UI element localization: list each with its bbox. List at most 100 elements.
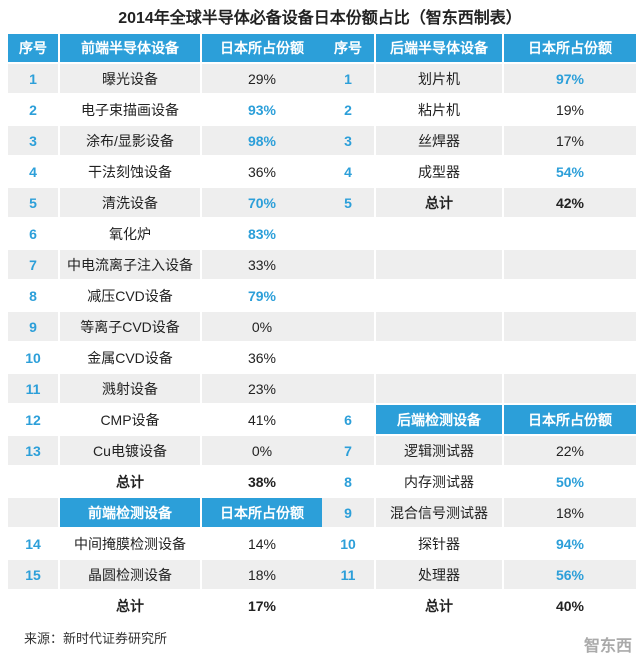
item	[376, 343, 502, 372]
share: 93%	[202, 95, 322, 124]
share: 14%	[202, 529, 322, 558]
row-number	[8, 591, 58, 620]
row-number: 15	[8, 560, 58, 589]
sub-header: 日本所占份额	[504, 405, 636, 434]
item: 粘片机	[376, 95, 502, 124]
row-number: 10	[8, 343, 58, 372]
row-number: 8	[8, 281, 58, 310]
item: 成型器	[376, 157, 502, 186]
item: 总计	[60, 467, 200, 496]
share	[504, 343, 636, 372]
share: 79%	[202, 281, 322, 310]
share: 97%	[504, 64, 636, 93]
item	[376, 250, 502, 279]
item: 金属CVD设备	[60, 343, 200, 372]
share: 54%	[504, 157, 636, 186]
column-header: 日本所占份额	[504, 34, 636, 62]
row-number: 13	[8, 436, 58, 465]
row-number: 5	[322, 188, 374, 217]
item: 探针器	[376, 529, 502, 558]
row-number	[322, 250, 374, 279]
share: 94%	[504, 529, 636, 558]
item: 处理器	[376, 560, 502, 589]
item: 干法刻蚀设备	[60, 157, 200, 186]
share: 56%	[504, 560, 636, 589]
item: 划片机	[376, 64, 502, 93]
sub-header: 日本所占份额	[202, 498, 322, 527]
row-number: 9	[8, 312, 58, 341]
share: 29%	[202, 64, 322, 93]
share: 18%	[202, 560, 322, 589]
share	[504, 250, 636, 279]
item: 减压CVD设备	[60, 281, 200, 310]
item: 总计	[376, 591, 502, 620]
share: 42%	[504, 188, 636, 217]
row-number: 11	[322, 560, 374, 589]
row-number: 2	[8, 95, 58, 124]
share: 33%	[202, 250, 322, 279]
row-number: 7	[322, 436, 374, 465]
share: 98%	[202, 126, 322, 155]
row-number: 1	[8, 64, 58, 93]
share: 17%	[504, 126, 636, 155]
share: 17%	[202, 591, 322, 620]
share	[504, 219, 636, 248]
share: 22%	[504, 436, 636, 465]
row-number	[322, 591, 374, 620]
item: 氧化炉	[60, 219, 200, 248]
share: 0%	[202, 436, 322, 465]
share	[504, 374, 636, 403]
row-number	[322, 343, 374, 372]
item: 内存测试器	[376, 467, 502, 496]
item: Cu电镀设备	[60, 436, 200, 465]
item: 电子束描画设备	[60, 95, 200, 124]
title: 2014年全球半导体必备设备日本份额占比（智东西制表）	[118, 10, 522, 27]
share: 0%	[202, 312, 322, 341]
item: CMP设备	[60, 405, 200, 434]
item: 等离子CVD设备	[60, 312, 200, 341]
item: 总计	[60, 591, 200, 620]
row-number: 8	[322, 467, 374, 496]
row-number: 1	[322, 64, 374, 93]
watermark: 智东西	[583, 638, 632, 655]
item: 逻辑测试器	[376, 436, 502, 465]
sub-header: 前端检测设备	[60, 498, 200, 527]
row-number: 3	[322, 126, 374, 155]
column-header: 日本所占份额	[202, 34, 322, 62]
item: 中间掩膜检测设备	[60, 529, 200, 558]
item	[376, 281, 502, 310]
row-number: 4	[322, 157, 374, 186]
share	[504, 281, 636, 310]
row-number: 5	[8, 188, 58, 217]
column-header: 序号	[8, 34, 58, 62]
row-number	[322, 281, 374, 310]
row-number	[8, 498, 58, 527]
row-number: 3	[8, 126, 58, 155]
share: 36%	[202, 343, 322, 372]
row-number: 7	[8, 250, 58, 279]
share: 18%	[504, 498, 636, 527]
row-number	[8, 467, 58, 496]
item: 曝光设备	[60, 64, 200, 93]
share: 70%	[202, 188, 322, 217]
item: 总计	[376, 188, 502, 217]
share: 41%	[202, 405, 322, 434]
item: 混合信号测试器	[376, 498, 502, 527]
item	[376, 219, 502, 248]
share: 83%	[202, 219, 322, 248]
share: 50%	[504, 467, 636, 496]
row-number	[322, 312, 374, 341]
item: 清洗设备	[60, 188, 200, 217]
row-number: 11	[8, 374, 58, 403]
row-number: 14	[8, 529, 58, 558]
row-number	[322, 219, 374, 248]
column-header: 序号	[322, 34, 374, 62]
item: 溅射设备	[60, 374, 200, 403]
column-header: 后端半导体设备	[376, 34, 502, 62]
sub-header: 后端检测设备	[376, 405, 502, 434]
item	[376, 374, 502, 403]
row-number: 2	[322, 95, 374, 124]
source: 来源：新时代证券研究所	[24, 631, 168, 646]
row-number: 10	[322, 529, 374, 558]
